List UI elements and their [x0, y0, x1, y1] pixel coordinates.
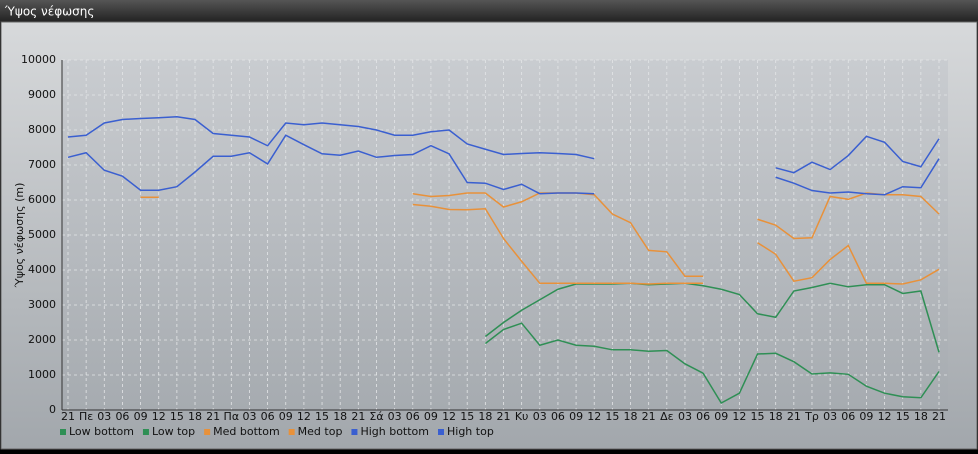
x-tick-label: Τρ [804, 410, 819, 423]
x-tick-label: 12 [442, 410, 456, 423]
x-tick-label: 18 [333, 410, 347, 423]
x-tick-label: 21 [642, 410, 656, 423]
x-tick-label: 03 [97, 410, 111, 423]
title-bar [0, 0, 978, 22]
x-tick-label: 06 [841, 410, 855, 423]
series-line [775, 158, 940, 196]
x-tick-label: 03 [678, 410, 692, 423]
series-line [775, 135, 940, 174]
x-tick-label: 06 [696, 410, 710, 423]
x-tick-label: 18 [624, 410, 638, 423]
x-tick-label: Σά [369, 410, 383, 423]
x-tick-label: 18 [914, 410, 928, 423]
legend-swatch [60, 429, 66, 435]
x-tick-label: 21 [61, 410, 75, 423]
x-tick-label: 12 [152, 410, 166, 423]
legend-label: Low bottom [69, 425, 134, 438]
x-tick-label: 09 [279, 410, 293, 423]
legend-swatch [438, 429, 444, 435]
legend-swatch [204, 429, 211, 435]
x-tick-label: 06 [406, 410, 420, 423]
x-tick-label: 21 [497, 410, 511, 423]
x-tick-label: Δε [660, 410, 674, 423]
x-tick-label: 21 [787, 410, 801, 423]
y-tick-label: 3000 [28, 298, 56, 311]
series-line [484, 322, 940, 404]
x-tick-label: Κυ [515, 410, 529, 423]
x-tick-label: 15 [896, 410, 910, 423]
x-tick-label: 06 [551, 410, 565, 423]
legend-swatch [288, 429, 295, 435]
y-tick-label: 10000 [21, 53, 56, 66]
x-tick-label: 09 [424, 410, 438, 423]
y-tick-label: 1000 [28, 368, 56, 381]
y-tick-label: 6000 [28, 193, 56, 206]
x-tick-label: 03 [388, 410, 402, 423]
y-tick-label: 0 [49, 403, 56, 416]
x-tick-label: Πε [79, 410, 93, 423]
legend-label: Med top [298, 425, 343, 438]
x-tick-label: 21 [351, 410, 365, 423]
x-tick-label: 15 [460, 410, 474, 423]
legend-swatch [351, 429, 358, 435]
x-tick-label: 21 [206, 410, 220, 423]
y-tick-label: 8000 [28, 123, 56, 136]
x-tick-label: 06 [261, 410, 275, 423]
x-tick-label: Πα [224, 410, 240, 423]
x-tick-label: 18 [478, 410, 492, 423]
x-tick-label: 03 [533, 410, 547, 423]
x-tick-label: 18 [769, 410, 783, 423]
series-line [484, 282, 940, 353]
series-line [757, 242, 940, 285]
x-tick-label: 09 [569, 410, 583, 423]
x-tick-label: 12 [878, 410, 892, 423]
x-tick-label: 12 [587, 410, 601, 423]
legend-label: High top [447, 425, 494, 438]
legend-label: Low top [152, 425, 195, 438]
x-tick-label: 12 [732, 410, 746, 423]
x-tick-label: 15 [315, 410, 329, 423]
x-tick-label: 18 [188, 410, 202, 423]
x-tick-label: 03 [823, 410, 837, 423]
legend-label: High bottom [360, 425, 429, 438]
y-tick-label: 4000 [28, 263, 56, 276]
series-line [67, 134, 595, 195]
y-tick-label: 5000 [28, 228, 56, 241]
y-axis-label: Ύψος νέφωσης (m) [13, 183, 26, 289]
x-tick-label: 12 [297, 410, 311, 423]
x-tick-label: 15 [170, 410, 184, 423]
series-line [757, 192, 940, 240]
x-tick-label: 15 [605, 410, 619, 423]
window-title: Ύψος νέφωσης [4, 5, 94, 19]
x-tick-label: 06 [115, 410, 129, 423]
y-tick-label: 9000 [28, 88, 56, 101]
x-tick-label: 21 [932, 410, 946, 423]
series-line [412, 203, 704, 285]
x-tick-label: 09 [714, 410, 728, 423]
legend-swatch [142, 429, 149, 435]
x-tick-label: 03 [242, 410, 256, 423]
x-tick-label: 15 [751, 410, 765, 423]
y-tick-label: 2000 [28, 333, 56, 346]
y-tick-label: 7000 [28, 158, 56, 171]
series-line [67, 115, 595, 160]
x-tick-label: 09 [859, 410, 873, 423]
legend-label: Med bottom [213, 425, 280, 438]
x-tick-label: 09 [134, 410, 148, 423]
